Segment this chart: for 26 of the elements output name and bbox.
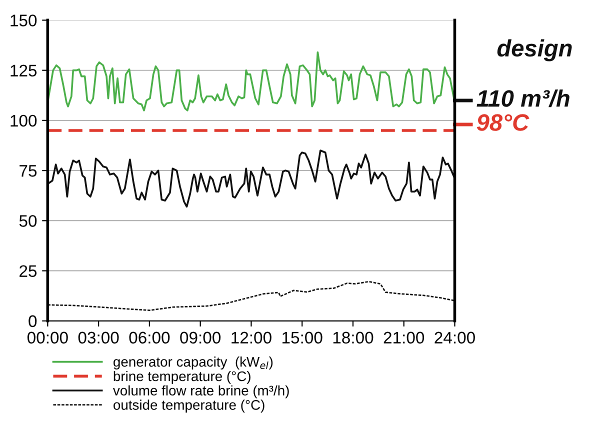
line-series [48, 150, 455, 208]
x-tick-label: 03:00 [78, 332, 119, 344]
line-series [48, 51, 455, 112]
x-tick-label: 06:00 [129, 332, 170, 344]
legend-label: generator capacity (kW$_{el}$) [114, 356, 273, 370]
x-tick-label: 12:00 [232, 332, 272, 344]
x-tick-label: 21:00 [384, 332, 424, 344]
text: 110 m³/h [476, 89, 570, 108]
y-tick-label: 125 [10, 64, 37, 77]
line-series [48, 280, 455, 311]
x-tick-label: 15:00 [282, 332, 322, 344]
x-tick-label: 09:00 [180, 332, 221, 344]
x-tick-label: 18:00 [333, 332, 374, 344]
text: 98°C [476, 114, 530, 131]
y-tick-label: 25 [20, 265, 37, 277]
y-tick-label: 0 [28, 315, 37, 328]
y-tick-label: 100 [10, 114, 37, 127]
legend-label: volume flow rate brine (m³/h) [113, 385, 289, 398]
x-tick-label: 24:00 [434, 332, 475, 344]
legend-label: outside temperature (°C) [114, 400, 264, 413]
legend-label: brine temperature (°C) [114, 370, 250, 384]
y-tick-label: 75 [20, 165, 37, 177]
y-tick-label: 50 [19, 215, 37, 227]
x-tick-label: 00:00 [27, 332, 68, 344]
text: design [497, 39, 572, 62]
y-tick-label: 150 [10, 14, 37, 26]
